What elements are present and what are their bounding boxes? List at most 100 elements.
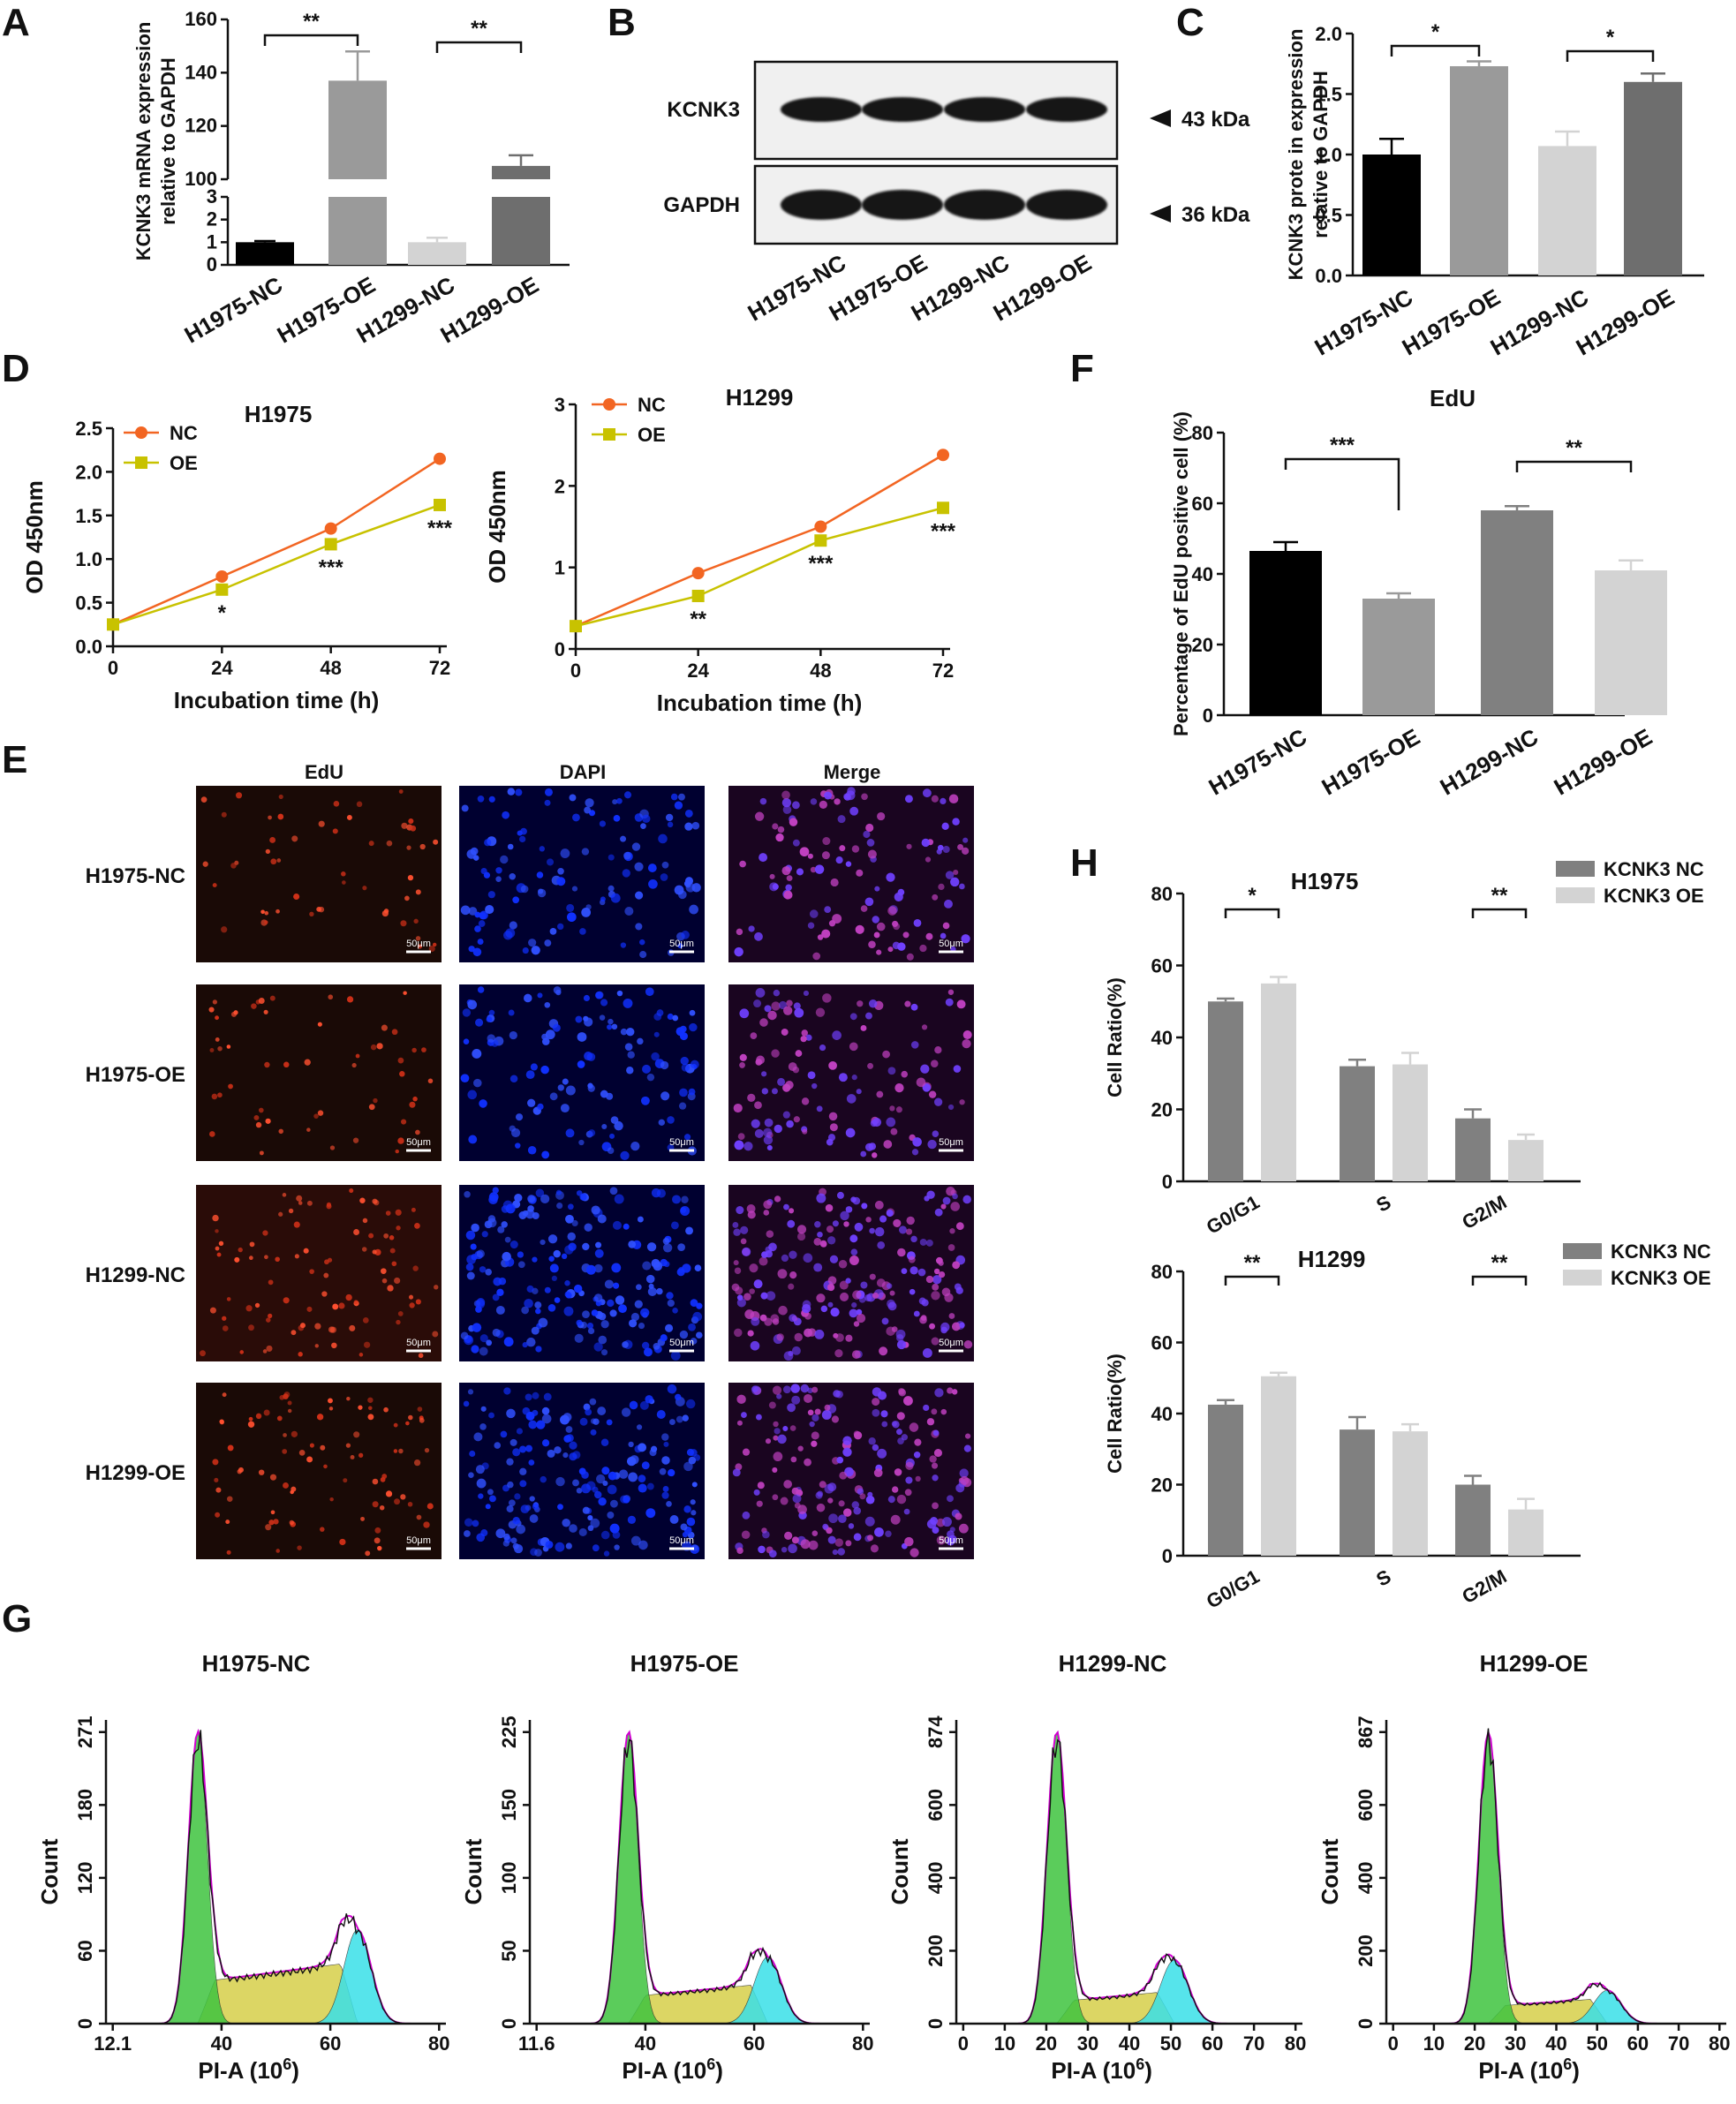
ytick-label: 60 (1151, 1332, 1173, 1354)
panel-a-bar-lower (492, 197, 550, 265)
cell-dot (944, 1293, 954, 1302)
cell-dot (879, 1215, 887, 1223)
point-nc (324, 522, 337, 535)
cell-dot (781, 866, 791, 876)
category-label: G2/M (1458, 1565, 1510, 1609)
cell-dot (880, 1410, 888, 1418)
category-label: S (1372, 1565, 1394, 1591)
cell-dot (874, 1527, 884, 1537)
image-column-header: EdU (305, 761, 343, 783)
cell-dot (860, 905, 868, 912)
cell-dot (352, 1137, 359, 1143)
cell-dot (581, 908, 592, 917)
image-row-label: H1299-NC (86, 1263, 185, 1287)
cell-dot (653, 1343, 660, 1350)
ytick-label: 0 (74, 2018, 96, 2029)
cell-dot (346, 1396, 351, 1401)
cell-dot (836, 1191, 844, 1199)
ytick-label: 1.5 (75, 505, 102, 527)
cell-dot (829, 1123, 838, 1132)
ytick-label: 1.5 (1315, 84, 1342, 106)
cell-dot (475, 1299, 486, 1309)
cell-dot (273, 1519, 279, 1525)
y-axis-label: KCNK3 prote in expression (1285, 29, 1307, 281)
cell-dot (518, 835, 526, 843)
cell-dot (623, 1496, 630, 1504)
cell-dot (395, 1149, 399, 1154)
cell-dot (587, 1525, 594, 1532)
sig-bracket (1515, 460, 1633, 472)
cell-dot (670, 1350, 681, 1361)
cell-dot (761, 1071, 767, 1077)
cell-dot (329, 1326, 337, 1333)
cell-dot (827, 1535, 836, 1544)
cell-dot (789, 1425, 796, 1431)
cell-dot (860, 1281, 868, 1289)
point-nc (814, 520, 827, 533)
blot-band (944, 190, 1025, 220)
cell-dot (399, 1071, 405, 1077)
flow-g1-peak-area (530, 1732, 870, 2025)
cell-dot (393, 1449, 398, 1453)
cell-dot (903, 1396, 913, 1406)
cell-dot (283, 1391, 291, 1398)
cell-dot (529, 1514, 539, 1523)
cell-dot (689, 1009, 696, 1016)
cell-dot (950, 877, 960, 887)
cell-dot (547, 1449, 555, 1458)
sig-label: ** (1491, 1251, 1508, 1275)
cell-dot (850, 1196, 857, 1203)
xtick-label: 60 (743, 2032, 765, 2055)
cell-dot (641, 1461, 650, 1470)
cell-dot (826, 1527, 833, 1535)
cell-dot (367, 1397, 374, 1403)
cell-dot (947, 1387, 954, 1394)
cell-dot (656, 1287, 663, 1295)
cell-dot (502, 1540, 509, 1547)
flow-raw-histogram (530, 1738, 870, 2025)
chart-title: H1299 (726, 384, 794, 411)
bar-kcnk3-oe (1393, 1431, 1428, 1556)
cell-dot (947, 1495, 954, 1503)
ytick-label: 100 (498, 1862, 520, 1895)
cell-dot (541, 1414, 552, 1424)
cell-dot (569, 1452, 577, 1461)
cell-dot (789, 1314, 797, 1323)
cell-dot (624, 907, 634, 916)
cell-dot (773, 1452, 783, 1462)
cell-dot (282, 1449, 288, 1454)
cell-dot (495, 1305, 505, 1315)
cell-dot (517, 1251, 524, 1258)
cell-dot (948, 1535, 957, 1544)
ytick-label: 40 (1151, 1403, 1173, 1425)
cell-dot (811, 1386, 819, 1393)
ytick-label: 2.0 (1315, 23, 1342, 45)
cell-dot (866, 839, 875, 847)
cell-dot (680, 1523, 688, 1531)
cell-dot (579, 928, 586, 935)
ytick-label: 0.5 (75, 592, 102, 615)
cell-dot (840, 1210, 849, 1221)
cell-dot (567, 1203, 574, 1210)
cell-dot (609, 1187, 618, 1195)
cell-dot (526, 1337, 536, 1347)
cell-dot (876, 1278, 886, 1287)
cell-dot (406, 845, 411, 850)
cell-dot (904, 1489, 912, 1497)
cell-dot (894, 1082, 904, 1093)
cell-dot (854, 1222, 864, 1232)
panel-label-f: F (1070, 347, 1094, 390)
cell-dot (414, 1223, 420, 1229)
legend-swatch (1563, 1243, 1602, 1259)
cell-dot (364, 1341, 371, 1348)
cell-dot (656, 1410, 666, 1420)
cell-dot (303, 1248, 309, 1254)
cell-dot (930, 1517, 939, 1525)
cell-dot (959, 1468, 969, 1478)
bar-kcnk3-nc (1208, 1404, 1243, 1556)
cell-dot (374, 1537, 381, 1544)
cell-dot (362, 886, 367, 891)
cell-dot (571, 886, 578, 892)
cell-dot (488, 1009, 495, 1016)
